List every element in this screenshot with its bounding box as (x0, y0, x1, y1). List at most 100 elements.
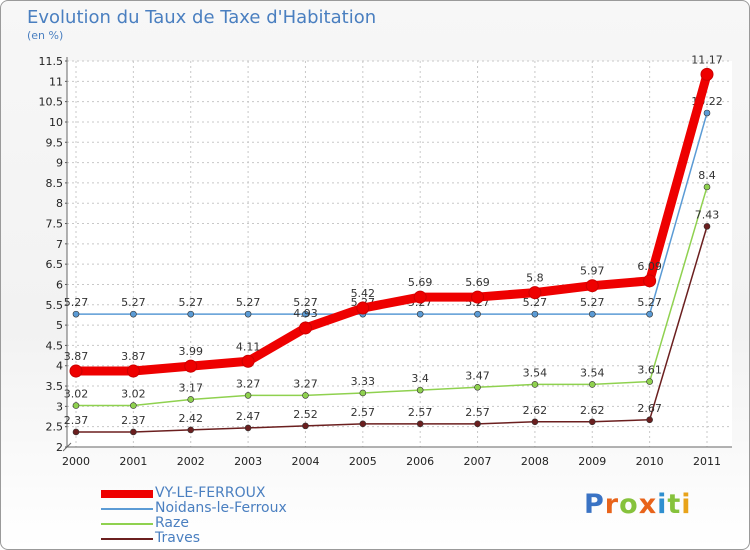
legend-label-traves: Traves (155, 530, 201, 546)
data-label-vy-le-ferroux: 5.69 (465, 276, 490, 289)
logo-letter: r (604, 489, 620, 520)
data-point-raze (302, 392, 309, 399)
data-label-vy-le-ferroux: 6.09 (637, 260, 662, 273)
data-point-raze (130, 402, 137, 409)
data-point-traves (416, 420, 424, 428)
logo-letter: P (584, 489, 605, 520)
logo-letter: x (638, 489, 658, 520)
data-label-traves: 2.62 (580, 404, 605, 417)
legend-item-vy-le-ferroux: VY-LE-FERROUX (101, 486, 287, 501)
x-tick-label: 2008 (521, 455, 549, 468)
data-label-noidans-le-ferroux: 5.27 (236, 296, 261, 309)
data-point-noidans-le-ferroux (244, 310, 252, 318)
data-label-noidans-le-ferroux: 5.27 (121, 296, 146, 309)
data-label-raze: 3.54 (580, 366, 605, 379)
data-label-vy-le-ferroux: 3.87 (64, 350, 89, 363)
data-label-traves: 2.57 (351, 406, 376, 419)
data-point-raze (703, 183, 711, 191)
data-point-traves (474, 420, 481, 428)
y-tick-label: 4 (56, 360, 63, 373)
data-point-vy-le-ferroux (298, 321, 312, 335)
data-label-vy-le-ferroux: 4.11 (236, 340, 261, 353)
data-point-raze (72, 402, 80, 409)
data-label-vy-le-ferroux: 11.17 (691, 53, 723, 66)
y-tick-label: 6.5 (46, 258, 64, 271)
legend-swatch-vy-le-ferroux (101, 489, 153, 498)
data-point-noidans-le-ferroux (72, 310, 80, 318)
data-point-traves (359, 420, 367, 428)
data-point-vy-le-ferroux (356, 301, 370, 315)
y-tick-label: 8.5 (46, 177, 64, 190)
data-label-traves: 2.42 (178, 412, 203, 425)
data-label-noidans-le-ferroux: 5.27 (637, 296, 662, 309)
unit-label: (en %) (27, 29, 64, 42)
data-label-vy-le-ferroux: 5.97 (580, 265, 605, 278)
legend-swatch-raze (101, 522, 153, 525)
logo-letter: o (619, 489, 639, 520)
data-label-traves: 2.57 (408, 406, 433, 419)
data-point-traves (531, 418, 539, 426)
y-tick-label: 4.5 (46, 339, 64, 352)
data-point-noidans-le-ferroux (187, 310, 195, 318)
data-label-raze: 3.27 (293, 377, 318, 390)
data-point-raze (416, 386, 424, 394)
y-tick-label: 2.5 (46, 421, 64, 434)
data-point-traves (244, 424, 252, 432)
data-label-raze: 3.02 (121, 388, 146, 401)
data-point-traves (72, 428, 80, 436)
data-label-noidans-le-ferroux: 5.27 (580, 296, 605, 309)
legend: VY-LE-FERROUX Noidans-le-Ferroux Raze Tr… (101, 486, 287, 546)
data-point-traves (646, 416, 653, 424)
data-label-raze: 3.17 (178, 381, 203, 394)
data-label-traves: 2.62 (523, 404, 548, 417)
legend-item-raze: Raze (101, 516, 287, 531)
data-point-vy-le-ferroux (528, 286, 542, 300)
y-tick-label: 10.5 (39, 96, 64, 109)
series-line-vy-le-ferroux (71, 69, 712, 376)
data-point-raze (474, 383, 481, 391)
data-label-noidans-le-ferroux: 5.27 (293, 296, 318, 309)
data-point-raze (646, 378, 653, 385)
data-point-vy-le-ferroux (69, 364, 83, 378)
data-point-vy-le-ferroux (413, 290, 427, 304)
x-tick-label: 2010 (636, 455, 664, 468)
data-label-vy-le-ferroux: 5.69 (408, 276, 433, 289)
data-label-vy-le-ferroux: 3.99 (178, 345, 203, 358)
data-point-noidans-le-ferroux (646, 310, 653, 318)
data-label-raze: 3.54 (523, 366, 548, 379)
data-label-vy-le-ferroux: 5.42 (351, 287, 376, 300)
data-point-raze (187, 396, 195, 403)
chart-title: Evolution du Taux de Taxe d'Habitation (27, 7, 377, 28)
data-point-vy-le-ferroux (471, 290, 485, 304)
data-label-traves: 2.57 (465, 406, 490, 419)
plot-area (67, 61, 732, 447)
data-label-traves: 2.52 (293, 408, 318, 421)
y-tick-label: 9.5 (46, 136, 64, 149)
data-point-noidans-le-ferroux (703, 109, 711, 117)
data-label-traves: 2.37 (121, 414, 146, 427)
data-label-raze: 3.33 (351, 375, 376, 388)
data-label-noidans-le-ferroux: 5.27 (178, 296, 203, 309)
y-tick-label: 5 (56, 319, 63, 332)
y-tick-label: 6 (56, 278, 63, 291)
data-point-vy-le-ferroux (184, 359, 198, 373)
y-tick-label: 5.5 (46, 299, 64, 312)
data-point-noidans-le-ferroux (474, 310, 481, 318)
data-point-noidans-le-ferroux (416, 310, 424, 318)
x-tick-label: 2003 (234, 455, 262, 468)
data-point-noidans-le-ferroux (531, 310, 539, 318)
x-tick-label: 2004 (291, 455, 319, 468)
data-point-traves (588, 418, 596, 426)
x-tick-label: 2006 (406, 455, 434, 468)
data-point-raze (531, 381, 539, 388)
data-label-traves: 2.37 (64, 414, 89, 427)
data-label-noidans-le-ferroux: 5.27 (64, 296, 89, 309)
data-point-vy-le-ferroux (585, 279, 599, 293)
legend-label-noidans-le-ferroux: Noidans-le-Ferroux (155, 500, 287, 516)
y-tick-label: 3.5 (46, 380, 64, 393)
data-point-traves (187, 426, 195, 434)
x-tick-label: 2001 (119, 455, 147, 468)
x-tick-label: 2005 (349, 455, 377, 468)
x-tick-label: 2011 (693, 455, 721, 468)
y-tick-label: 11.5 (39, 55, 64, 68)
